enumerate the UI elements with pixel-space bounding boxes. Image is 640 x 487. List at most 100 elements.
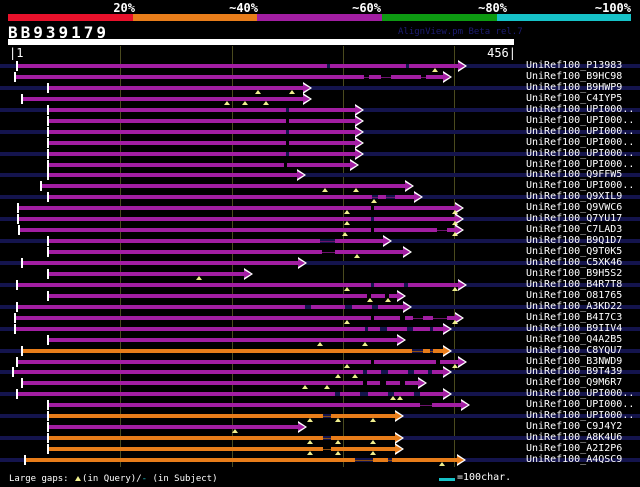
alignment-bar-segment[interactable] (420, 392, 443, 396)
row-label[interactable]: UniRef100_Q9VWC6 (526, 202, 623, 213)
alignment-bar-segment[interactable] (414, 370, 428, 374)
alignment-bar-segment[interactable] (409, 64, 458, 68)
row-label[interactable]: UniRef100_B9Q1D7 (526, 235, 623, 246)
alignment-bar-segment[interactable] (18, 206, 371, 210)
alignment-bar-segment[interactable] (48, 130, 286, 134)
alignment-bar-segment[interactable] (367, 370, 381, 374)
alignment-bar-segment[interactable] (386, 381, 400, 385)
row-label[interactable]: UniRef100_C7LAD3 (526, 224, 623, 235)
alignment-bar-segment[interactable] (368, 392, 388, 396)
alignment-bar-segment[interactable] (13, 370, 363, 374)
alignment-bar-segment[interactable] (374, 283, 404, 287)
row-label[interactable]: UniRef100_B9HWP9 (526, 82, 623, 93)
row-label[interactable]: UniRef100_UPI000.. (526, 180, 635, 191)
row-label[interactable]: UniRef100_C8YQU7 (526, 345, 623, 356)
row-label[interactable]: UniRef100_Q9M6R7 (526, 377, 623, 388)
row-label[interactable]: UniRef100_UPI000.. (526, 115, 635, 126)
alignment-bar-segment[interactable] (423, 316, 433, 320)
alignment-bar-segment[interactable] (374, 206, 455, 210)
alignment-bar-segment[interactable] (19, 228, 371, 232)
row-label[interactable]: UniRef100_O81765 (526, 290, 623, 301)
alignment-bar-segment[interactable] (373, 458, 388, 462)
row-label[interactable]: UniRef100_B9HC98 (526, 71, 623, 82)
alignment-bar-segment[interactable] (289, 119, 355, 123)
row-label[interactable]: UniRef100_UPI000.. (526, 399, 635, 410)
alignment-bar-segment[interactable] (15, 316, 371, 320)
alignment-bar-segment[interactable] (335, 250, 403, 254)
row-label[interactable]: UniRef100_C4IYP5 (526, 93, 623, 104)
alignment-bar-segment[interactable] (405, 381, 418, 385)
alignment-bar-segment[interactable] (388, 370, 408, 374)
alignment-bar-segment[interactable] (368, 327, 380, 331)
alignment-bar-segment[interactable] (22, 349, 412, 353)
alignment-bar-segment[interactable] (289, 130, 355, 134)
row-label[interactable]: UniRef100_A2I2P6 (526, 443, 623, 454)
alignment-bar-segment[interactable] (426, 75, 443, 79)
alignment-bar-segment[interactable] (289, 152, 355, 156)
alignment-bar-segment[interactable] (432, 403, 461, 407)
alignment-bar-segment[interactable] (48, 163, 284, 167)
alignment-bar-segment[interactable] (48, 250, 322, 254)
alignment-bar-segment[interactable] (22, 97, 303, 101)
row-label[interactable]: UniRef100_UPI000.. (526, 148, 635, 159)
alignment-bar-segment[interactable] (340, 392, 360, 396)
row-label[interactable]: UniRef100_A8K4U6 (526, 432, 623, 443)
row-label[interactable]: UniRef100_B4R7T8 (526, 279, 623, 290)
row-label[interactable]: UniRef100_Q9XIL9 (526, 191, 623, 202)
row-label[interactable]: UniRef100_B9IIV4 (526, 323, 623, 334)
row-label[interactable]: UniRef100_C5XK46 (526, 257, 623, 268)
alignment-bar-segment[interactable] (17, 305, 305, 309)
alignment-bar-segment[interactable] (387, 327, 407, 331)
row-label[interactable]: UniRef100_B3NWD9 (526, 356, 623, 367)
row-label[interactable]: UniRef100_Q9FFW5 (526, 169, 623, 180)
alignment-bar-segment[interactable] (41, 184, 405, 188)
row-label[interactable]: UniRef100_A4QSC9 (526, 454, 623, 465)
row-label[interactable]: UniRef100_Q7YU17 (526, 213, 623, 224)
row-label[interactable]: UniRef100_C9J4Y2 (526, 421, 623, 432)
alignment-bar-segment[interactable] (374, 228, 437, 232)
alignment-bar-segment[interactable] (48, 414, 323, 418)
alignment-bar-segment[interactable] (378, 305, 403, 309)
alignment-bar-segment[interactable] (433, 349, 443, 353)
alignment-bar-segment[interactable] (432, 370, 443, 374)
row-label[interactable]: UniRef100_Q9T0K5 (526, 246, 623, 257)
alignment-bar-segment[interactable] (17, 64, 327, 68)
alignment-bar-segment[interactable] (447, 316, 455, 320)
row-label[interactable]: UniRef100_UPI000.. (526, 126, 635, 137)
row-label[interactable]: UniRef100_B9H5S2 (526, 268, 623, 279)
alignment-bar-segment[interactable] (374, 217, 455, 221)
alignment-bar-segment[interactable] (440, 360, 458, 364)
alignment-bar-segment[interactable] (331, 436, 395, 440)
row-label[interactable]: UniRef100_UPI000.. (526, 388, 635, 399)
alignment-bar-segment[interactable] (18, 217, 371, 221)
alignment-bar-segment[interactable] (289, 141, 355, 145)
alignment-bar-segment[interactable] (48, 436, 323, 440)
row-label[interactable]: UniRef100_UPI000.. (526, 137, 635, 148)
alignment-bar-segment[interactable] (405, 316, 413, 320)
alignment-bar-segment[interactable] (17, 392, 335, 396)
alignment-bar-segment[interactable] (15, 327, 365, 331)
alignment-bar-segment[interactable] (48, 141, 286, 145)
row-label[interactable]: UniRef100_B9T439 (526, 366, 623, 377)
alignment-bar-segment[interactable] (48, 152, 286, 156)
row-label[interactable]: UniRef100_B4I7C3 (526, 312, 623, 323)
alignment-bar-segment[interactable] (48, 425, 298, 429)
alignment-bar-segment[interactable] (48, 195, 372, 199)
alignment-bar-segment[interactable] (447, 228, 455, 232)
alignment-bar-segment[interactable] (331, 447, 395, 451)
alignment-bar-segment[interactable] (374, 360, 436, 364)
row-label[interactable]: UniRef100_A3KD22 (526, 301, 623, 312)
alignment-bar-segment[interactable] (423, 349, 430, 353)
row-label[interactable]: UniRef100_Q4A2B5 (526, 334, 623, 345)
alignment-bar-segment[interactable] (311, 305, 345, 309)
alignment-bar-segment[interactable] (389, 294, 397, 298)
alignment-bar-segment[interactable] (433, 327, 443, 331)
alignment-bar-segment[interactable] (48, 86, 303, 90)
alignment-bar-segment[interactable] (22, 381, 363, 385)
alignment-bar-segment[interactable] (331, 414, 395, 418)
alignment-bar-segment[interactable] (17, 283, 371, 287)
alignment-bar-segment[interactable] (352, 305, 372, 309)
alignment-bar-segment[interactable] (367, 381, 380, 385)
alignment-bar-segment[interactable] (371, 294, 385, 298)
row-label[interactable]: UniRef100_UPI000.. (526, 159, 635, 170)
